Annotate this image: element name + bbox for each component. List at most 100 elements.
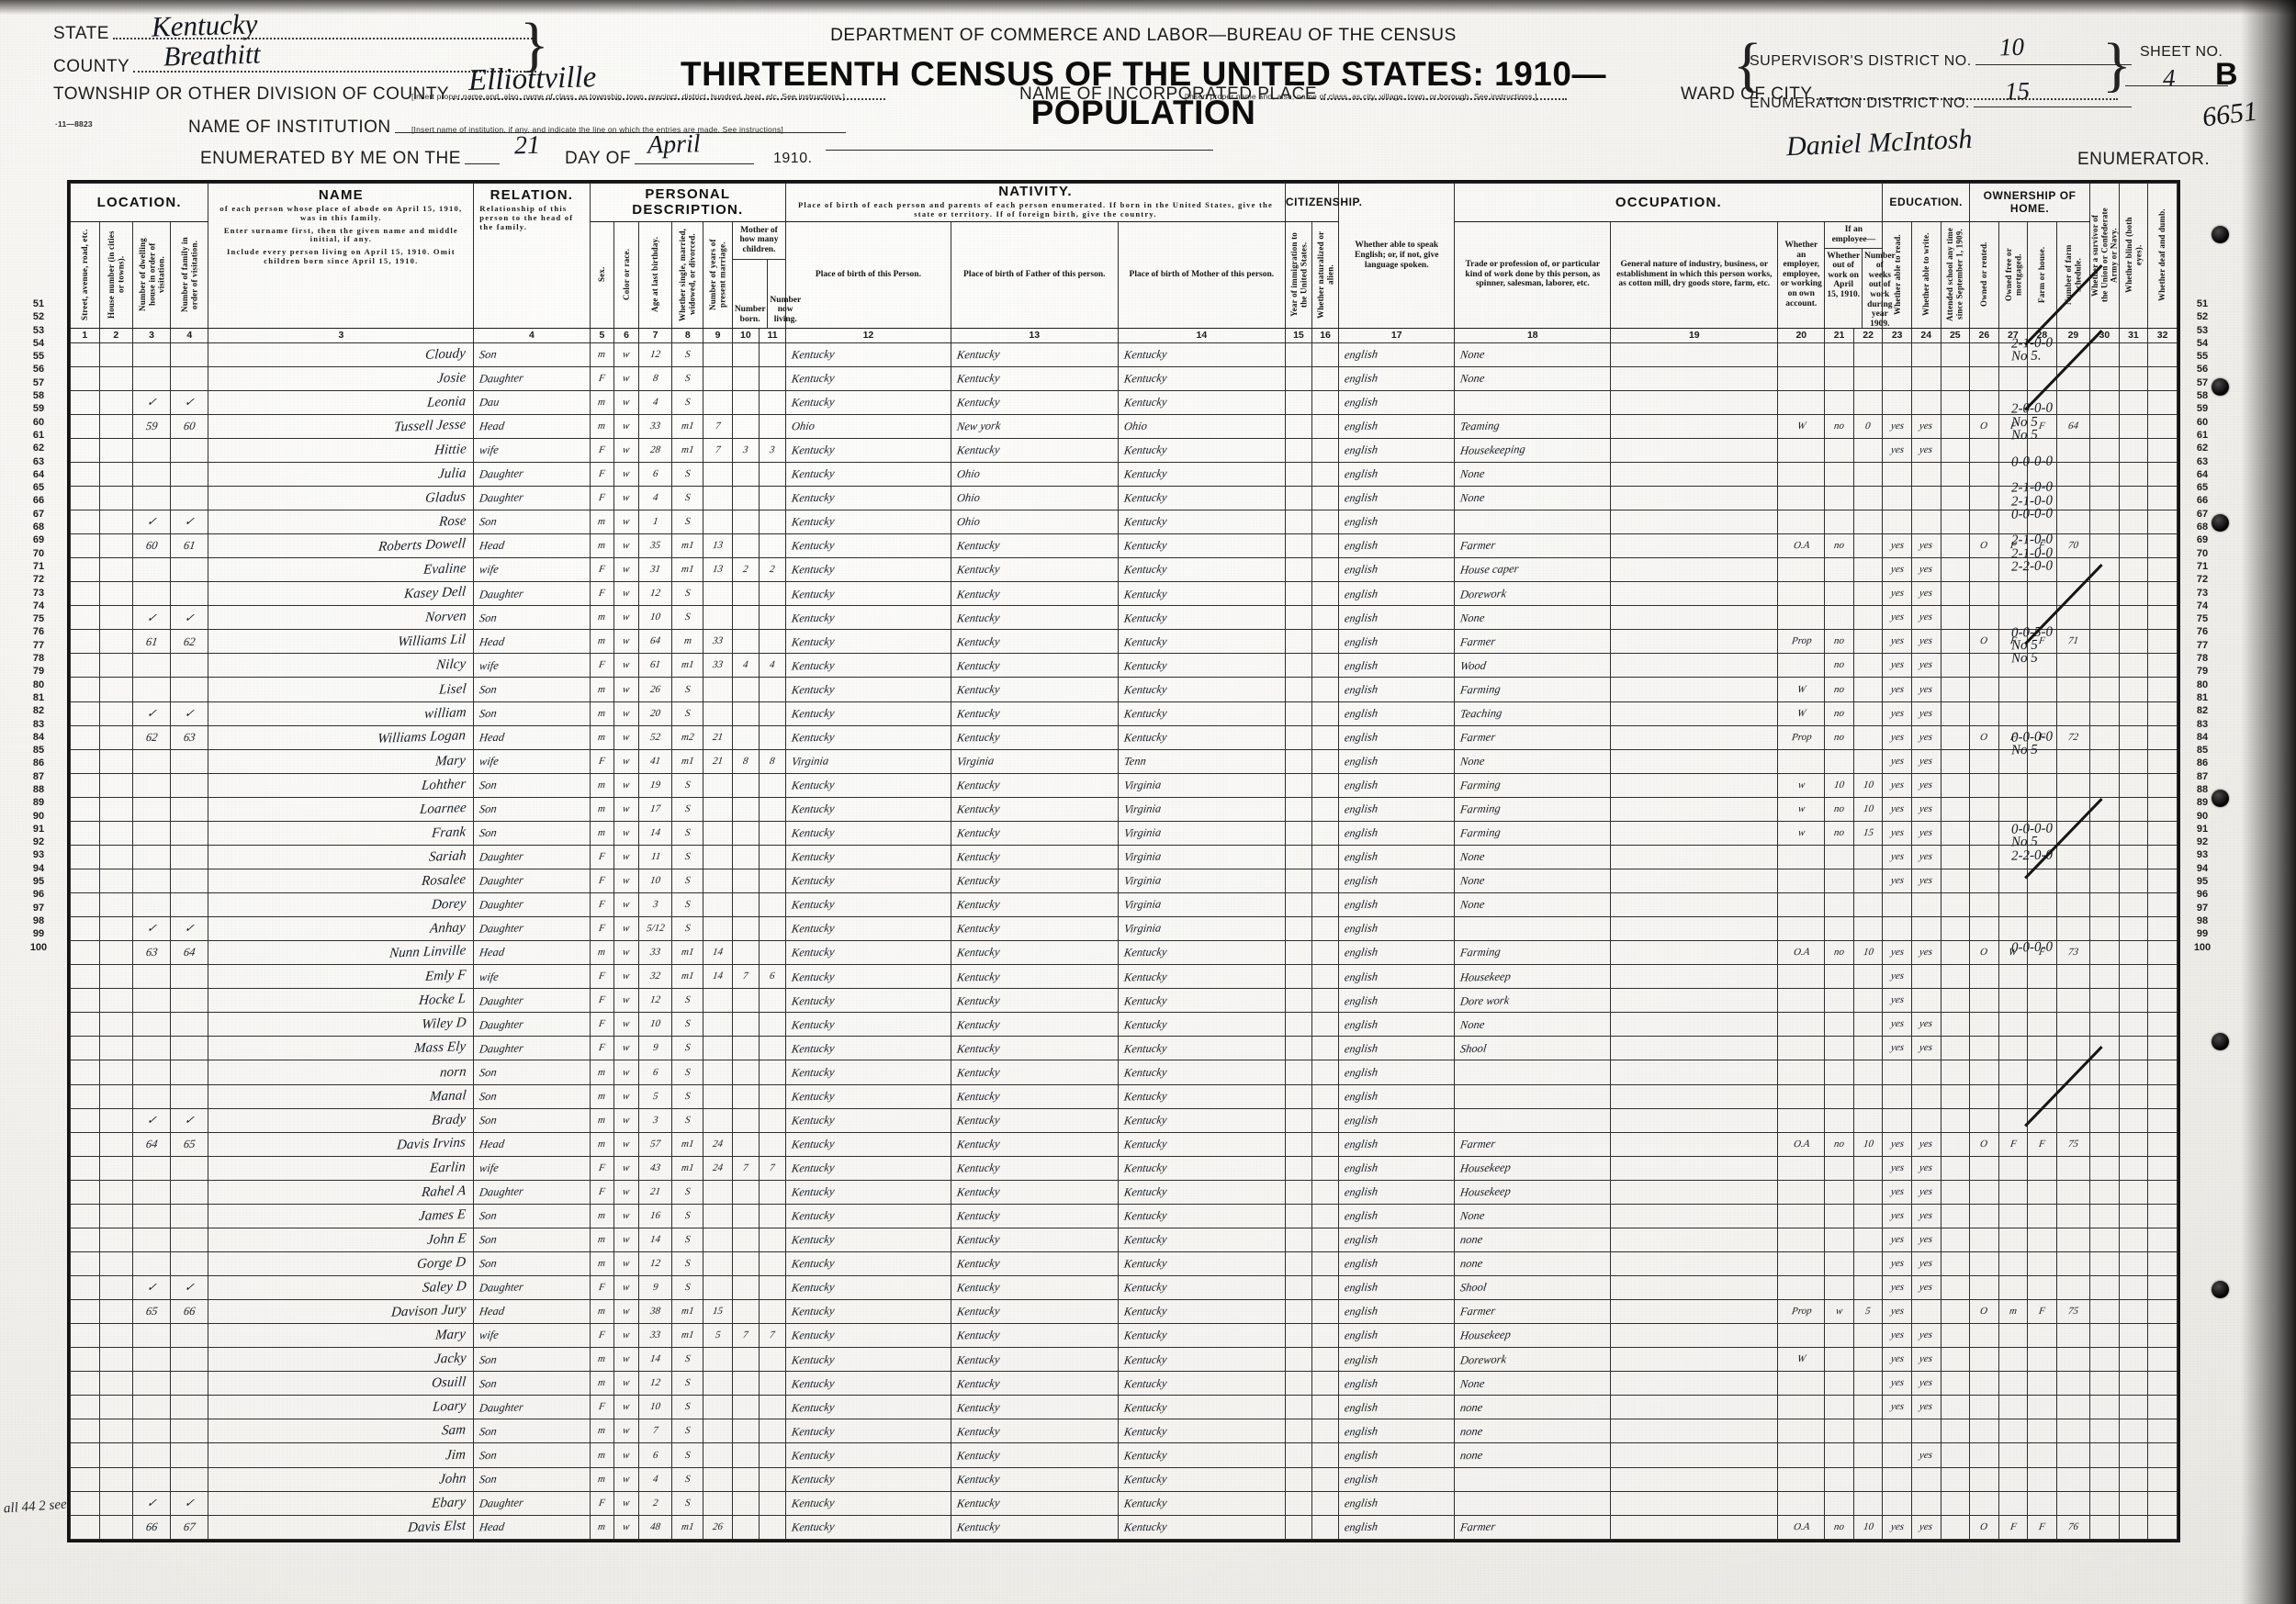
cell-person-name: James E — [208, 1203, 475, 1228]
cell-birthplace-father: Kentucky — [950, 437, 1119, 463]
cell-attended-school — [1940, 868, 1971, 894]
supervisor-district-label: Supervisor's District No. — [1750, 53, 1972, 69]
cell-marital-status: m1 — [671, 1155, 704, 1181]
cell-blind — [2118, 844, 2149, 869]
cell-industry — [1610, 1083, 1779, 1109]
cell-employer-status — [1777, 365, 1826, 391]
cell-year-immigration — [1284, 653, 1313, 679]
cell-employer-status — [1777, 342, 1826, 367]
table-row: Frank Son m w 14 S Kentucky Kentucky Virginia eng… — [70, 820, 2178, 846]
cell-attended-school — [1940, 1275, 1971, 1301]
cell-birthplace-self: Kentucky — [785, 510, 951, 535]
cell-birthplace-self: Kentucky — [785, 772, 951, 798]
cell-children-living — [758, 1107, 787, 1133]
cell-able-read: yes — [1882, 772, 1912, 798]
cell-sex: m — [589, 1083, 615, 1109]
cell-survivor — [2089, 1227, 2120, 1252]
cell-family-number: 67 — [170, 1514, 209, 1541]
cell-deaf-dumb — [2147, 1107, 2178, 1133]
col-street: Street, avenue, road, etc. — [70, 220, 100, 329]
cell-children-living — [758, 1060, 787, 1085]
cell-naturalized — [1311, 1490, 1340, 1516]
cell-color-race: w — [613, 510, 639, 535]
cell-deaf-dumb — [2147, 1083, 2178, 1109]
cell-children-living — [758, 820, 787, 846]
cell-farm-schedule — [2055, 461, 2091, 487]
cell-blank — [70, 1107, 100, 1133]
cell-out-of-work — [1824, 748, 1854, 774]
cell-person-name: norn — [208, 1060, 475, 1085]
cell-years-married — [703, 1442, 733, 1468]
colnum-14: 14 — [1117, 327, 1286, 343]
colnum-9: 9 — [703, 327, 733, 343]
table-row: 60 61 Roberts Dowell Head m w 35 m1 13 Kentucky Ke… — [70, 533, 2178, 559]
cell-dwelling-number — [131, 820, 172, 846]
col-children-born: Number born. — [733, 259, 769, 328]
cell-birthplace-father: Kentucky — [950, 1323, 1119, 1349]
township-label: Township or other division of county — [53, 84, 450, 104]
cell-color-race: w — [613, 820, 639, 846]
cell-farm-schedule — [2055, 1419, 2091, 1444]
cell-children-born — [731, 1466, 760, 1492]
cell-sex: F — [589, 1012, 615, 1038]
cell-industry — [1610, 1395, 1779, 1420]
cell-out-of-work — [1824, 1371, 1854, 1396]
cell-employer-status — [1777, 485, 1826, 511]
line-number: 60 — [2196, 416, 2209, 428]
cell-relation: Son — [473, 1107, 591, 1133]
cell-color-race: w — [613, 677, 639, 702]
cell-birthplace-mother: Kentucky — [1117, 940, 1286, 966]
cell-marital-status: S — [671, 1179, 704, 1205]
cell-blank — [98, 413, 133, 439]
cell-blank — [70, 461, 100, 487]
line-number: 88 — [2196, 783, 2209, 795]
cell-birthplace-father: Kentucky — [950, 772, 1119, 798]
cell-blind — [2118, 342, 2149, 367]
cell-blank — [98, 1419, 133, 1444]
cell-trade: Dorework — [1454, 581, 1612, 607]
cell-out-of-work — [1824, 437, 1854, 463]
cell-language: english — [1338, 365, 1456, 391]
cell-age: 14 — [637, 820, 673, 846]
cell-birthplace-father: Kentucky — [950, 940, 1119, 966]
cell-birthplace-father: Kentucky — [950, 724, 1119, 750]
cell-attended-school — [1940, 677, 1971, 702]
cell-children-born — [731, 820, 760, 846]
cell-trade: None — [1454, 485, 1612, 511]
cell-birthplace-father: Kentucky — [950, 1275, 1119, 1301]
col-able-to-write: Whether able to write. — [1910, 220, 1941, 329]
cell-birthplace-self: Kentucky — [785, 1131, 951, 1157]
cell-family-number: 60 — [170, 413, 209, 439]
cell-employer-status — [1777, 1275, 1826, 1301]
cell-children-living — [758, 1442, 787, 1468]
cell-able-write: yes — [1910, 605, 1941, 631]
cell-farm-schedule — [2055, 844, 2091, 869]
cell-farm-house — [2027, 1442, 2057, 1468]
cell-sex: F — [589, 748, 615, 774]
cell-free-mortgaged — [1998, 342, 2029, 367]
cell-blind — [2118, 796, 2149, 822]
cell-sex: F — [589, 557, 615, 583]
cell-family-number — [170, 677, 209, 702]
cell-industry — [1610, 557, 1779, 583]
cell-year-immigration — [1284, 1323, 1313, 1349]
cell-language: english — [1338, 1347, 1456, 1373]
cell-deaf-dumb — [2147, 892, 2178, 918]
cell-age: 8 — [637, 365, 673, 391]
cell-trade: Farming — [1454, 772, 1612, 798]
cell-color-race: w — [613, 1299, 639, 1325]
cell-relation: Daughter — [473, 892, 591, 918]
line-number: 97 — [2196, 902, 2209, 914]
cell-attended-school — [1940, 988, 1971, 1014]
table-row: Jacky Son m w 14 S Kentucky Kentucky Kentucky eng… — [70, 1347, 2178, 1373]
cell-deaf-dumb — [2147, 701, 2178, 726]
cell-children-living — [758, 701, 787, 726]
cell-owned-rented — [1969, 1442, 1999, 1468]
cell-color-race: w — [613, 916, 639, 942]
cell-able-read: yes — [1882, 1155, 1912, 1181]
cell-able-read — [1882, 365, 1912, 391]
cell-relation: Dau — [473, 389, 591, 415]
cell-weeks-out — [1852, 485, 1884, 511]
cell-person-name: Mary — [208, 1323, 475, 1349]
